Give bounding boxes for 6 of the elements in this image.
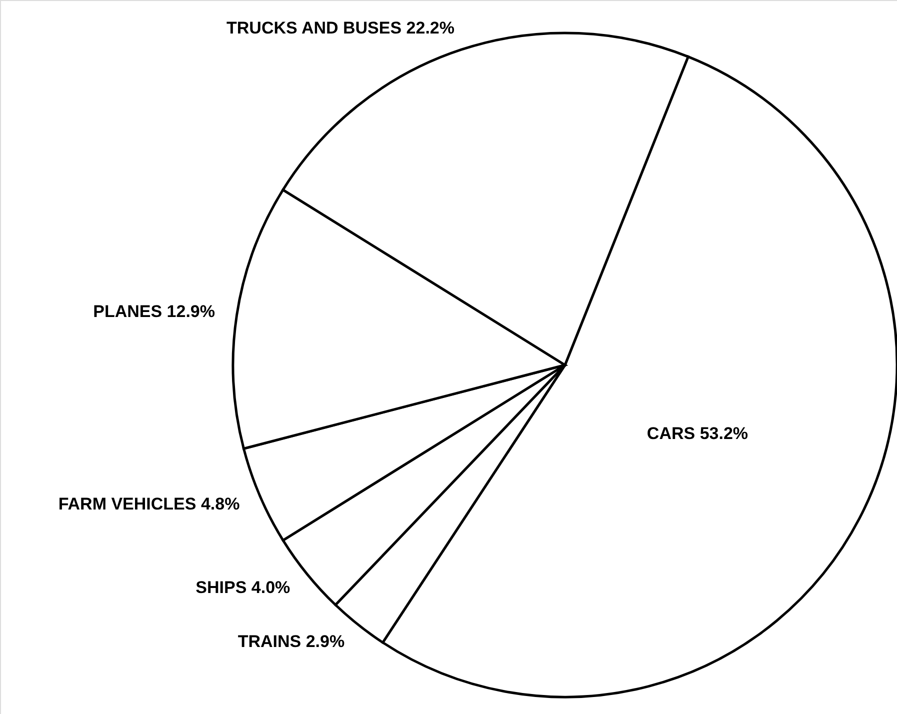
- slice-label: CARS 53.2%: [646, 424, 748, 444]
- slice-label: TRUCKS AND BUSES 22.2%: [226, 18, 455, 38]
- slice-label: FARM VEHICLES 4.8%: [58, 494, 240, 514]
- slice-label: SHIPS 4.0%: [196, 578, 290, 598]
- slice-label: TRAINS 2.9%: [238, 632, 345, 651]
- slice-label: PLANES 12.9%: [93, 302, 216, 321]
